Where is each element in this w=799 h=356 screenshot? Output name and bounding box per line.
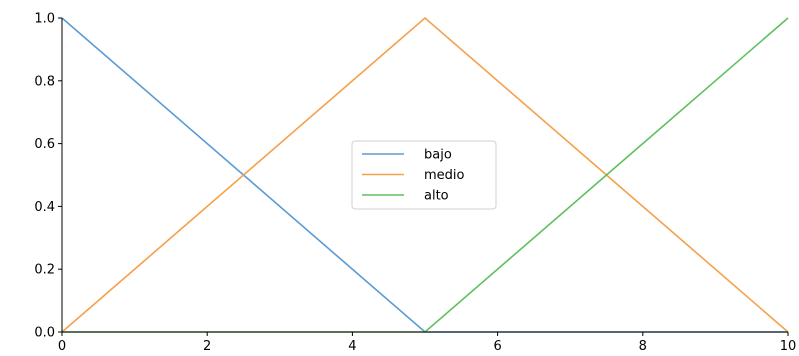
- y-tick-label: 1.0: [34, 12, 55, 27]
- y-tick-label: 0.0: [34, 326, 55, 341]
- x-tick-label: 4: [348, 339, 356, 354]
- y-tick-label: 0.2: [34, 263, 55, 278]
- x-tick-label: 6: [493, 339, 501, 354]
- legend-label-bajo: bajo: [424, 148, 452, 163]
- x-tick-label: 2: [203, 339, 211, 354]
- x-tick-label: 0: [58, 339, 66, 354]
- x-tick-label: 8: [639, 339, 647, 354]
- y-tick-label: 0.8: [34, 74, 55, 89]
- x-tick-label: 10: [780, 339, 797, 354]
- ticks-layer: 0 2 4 6 8 10 0.0 0.2 0.4 0.6 0.8 1.0: [34, 12, 796, 355]
- y-tick-label: 0.6: [34, 137, 55, 152]
- legend-label-alto: alto: [424, 189, 449, 204]
- legend: bajo medio alto: [351, 140, 497, 210]
- series-line-medio: [61, 16, 789, 333]
- legend-label-medio: medio: [424, 168, 465, 183]
- axes-layer: [61, 18, 788, 333]
- y-tick-label: 0.4: [34, 200, 55, 215]
- legend-frame: [351, 140, 497, 210]
